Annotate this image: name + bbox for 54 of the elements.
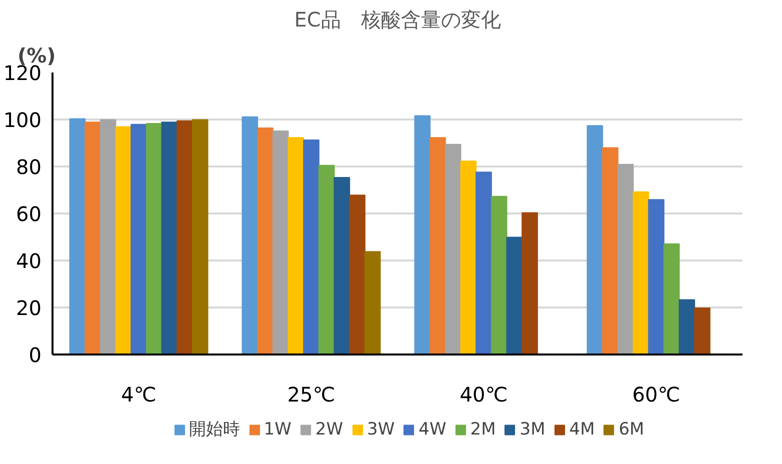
bar — [444, 144, 462, 354]
legend-label: 4W — [418, 419, 446, 439]
bar — [460, 160, 477, 354]
bar — [130, 124, 147, 354]
chart-title: EC品 核酸含量の変化 — [294, 8, 501, 32]
bar — [192, 119, 208, 354]
y-tick-label: 0 — [28, 343, 42, 367]
bar — [364, 251, 381, 354]
bar — [69, 118, 86, 354]
bar — [349, 194, 366, 354]
x-tick-label: 4℃ — [121, 382, 156, 406]
legend-label: 3W — [367, 419, 395, 439]
bar — [522, 212, 538, 354]
legend-label: 2M — [470, 419, 496, 439]
legend-label: 1W — [264, 419, 292, 439]
bar — [617, 164, 634, 354]
bar — [694, 307, 710, 354]
bar — [476, 172, 492, 354]
y-tick-label: 80 — [16, 155, 42, 179]
legend-label: 2W — [315, 419, 344, 439]
y-tick-label: 20 — [16, 296, 42, 320]
legend-label: 4M — [569, 419, 595, 439]
y-tick-label: 40 — [16, 249, 42, 273]
bar — [257, 127, 274, 354]
bar — [272, 130, 289, 354]
legend-label: 開始時 — [188, 418, 240, 440]
bar — [663, 243, 680, 354]
y-tick-label: 100 — [3, 108, 42, 132]
x-tick-label: 60℃ — [632, 382, 680, 406]
bar — [288, 137, 304, 354]
bar — [506, 236, 523, 354]
x-tick-label: 25℃ — [287, 382, 336, 406]
y-tick-label: 60 — [16, 202, 42, 226]
bar — [146, 122, 162, 354]
legend-label: 3M — [520, 419, 546, 439]
bar — [100, 119, 116, 354]
bar — [648, 199, 664, 354]
bar — [632, 191, 650, 354]
bar — [678, 299, 696, 354]
bar — [414, 115, 431, 354]
bar — [318, 164, 335, 354]
bar — [161, 122, 178, 354]
bar — [602, 147, 618, 354]
x-tick-label: 40℃ — [460, 382, 508, 406]
bar — [303, 139, 320, 354]
legend-label: 6M — [618, 419, 644, 439]
bar — [430, 137, 446, 354]
bar — [176, 120, 193, 354]
bar — [115, 126, 132, 354]
bar — [490, 196, 508, 354]
bar — [334, 177, 350, 354]
bar — [242, 116, 258, 354]
bar — [586, 125, 604, 354]
bar — [84, 122, 101, 354]
